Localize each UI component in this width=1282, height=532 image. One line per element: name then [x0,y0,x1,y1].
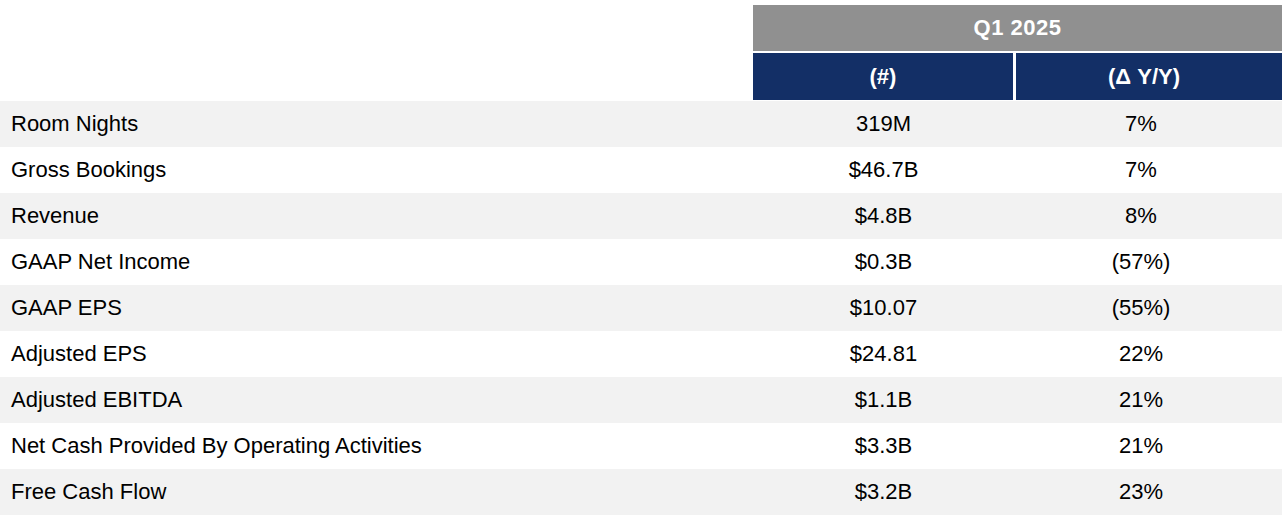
table-row: Room Nights319M7% [0,101,1282,147]
table-row: Adjusted EBITDA$1.1B21% [0,377,1282,423]
metric-label: GAAP Net Income [0,249,753,275]
table-row: Revenue$4.8B8% [0,193,1282,239]
table-row: GAAP EPS$10.07(55%) [0,285,1282,331]
metric-value: $1.1B [753,387,1014,413]
column-header-count: (#) [753,53,1013,100]
metric-value: $3.2B [753,479,1014,505]
table-row: Free Cash Flow$3.2B23% [0,469,1282,515]
metrics-table-body: Room Nights319M7%Gross Bookings$46.7B7%R… [0,101,1282,515]
metric-label: Adjusted EBITDA [0,387,753,413]
metric-yoy-change: 7% [1014,157,1282,183]
metric-value: $46.7B [753,157,1014,183]
metric-value: 319M [753,111,1014,137]
table-row: Gross Bookings$46.7B7% [0,147,1282,193]
table-row: Adjusted EPS$24.8122% [0,331,1282,377]
metric-yoy-change: 8% [1014,203,1282,229]
metric-value: $24.81 [753,341,1014,367]
column-header-yoy-change: (Δ Y/Y) [1016,53,1282,100]
metric-yoy-change: (57%) [1014,249,1282,275]
metric-value: $10.07 [753,295,1014,321]
metric-yoy-change: 21% [1014,433,1282,459]
metric-value: $4.8B [753,203,1014,229]
metric-label: GAAP EPS [0,295,753,321]
metric-yoy-change: (55%) [1014,295,1282,321]
metric-label: Adjusted EPS [0,341,753,367]
earnings-summary-table: Q1 2025 (#) (Δ Y/Y) Room Nights319M7%Gro… [0,0,1282,532]
metric-label: Gross Bookings [0,157,753,183]
metric-yoy-change: 23% [1014,479,1282,505]
table-row: Net Cash Provided By Operating Activitie… [0,423,1282,469]
metric-label: Net Cash Provided By Operating Activitie… [0,433,753,459]
metric-value: $3.3B [753,433,1014,459]
column-header-row: (#) (Δ Y/Y) [753,53,1282,100]
metric-label: Free Cash Flow [0,479,753,505]
table-row: GAAP Net Income$0.3B(57%) [0,239,1282,285]
metric-yoy-change: 22% [1014,341,1282,367]
metric-yoy-change: 21% [1014,387,1282,413]
metric-value: $0.3B [753,249,1014,275]
period-header: Q1 2025 [753,5,1282,51]
metric-label: Revenue [0,203,753,229]
metric-label: Room Nights [0,111,753,137]
metric-yoy-change: 7% [1014,111,1282,137]
